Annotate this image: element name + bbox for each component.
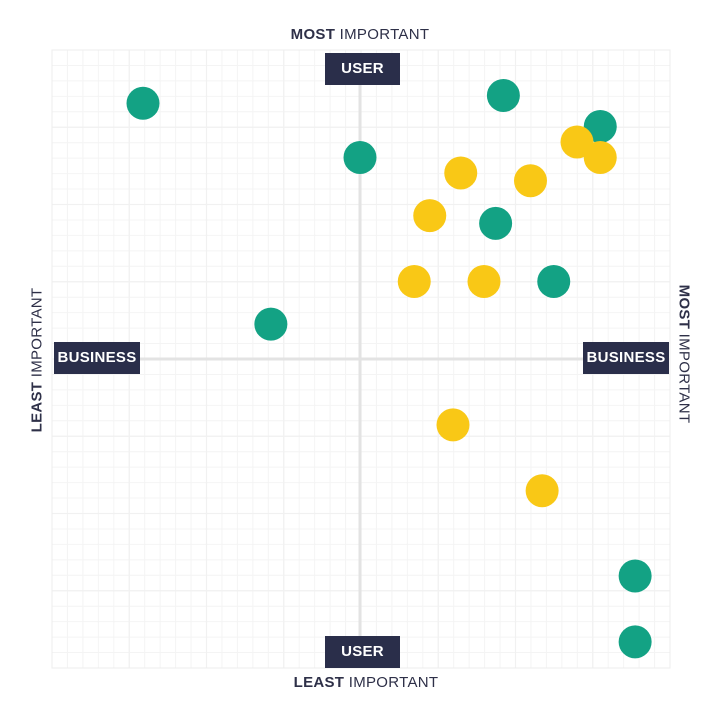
- yellow-point: [514, 164, 547, 198]
- left-axis-title-bold: LEAST: [28, 381, 46, 433]
- yellow-point: [413, 199, 447, 233]
- business-left-tag: BUSINESS: [54, 342, 140, 374]
- green-point: [126, 86, 160, 120]
- green-point: [486, 79, 520, 112]
- right-axis-title-bold: MOST: [675, 284, 693, 330]
- green-point: [254, 307, 288, 341]
- green-point: [618, 625, 652, 659]
- yellow-point: [467, 265, 501, 298]
- top-axis-title: MOST IMPORTANT: [291, 26, 430, 43]
- yellow-point: [397, 265, 431, 298]
- bottom-axis-title-rest: IMPORTANT: [344, 674, 439, 691]
- top-axis-title-bold: MOST: [290, 26, 336, 43]
- bottom-axis-title: LEAST IMPORTANT: [294, 674, 439, 691]
- green-point: [618, 559, 652, 593]
- yellow-point: [560, 125, 594, 159]
- green-point: [537, 265, 571, 298]
- bottom-axis-title-bold: LEAST: [293, 674, 345, 691]
- plot-border: [51, 49, 671, 669]
- left-axis-title: LEAST IMPORTANT: [29, 288, 46, 433]
- yellow-point: [444, 156, 478, 190]
- user-top-tag: USER: [325, 53, 400, 85]
- green-point: [479, 206, 513, 240]
- right-axis-title-rest: IMPORTANT: [675, 329, 693, 424]
- right-axis-title: MOST IMPORTANT: [676, 285, 693, 424]
- green-point: [583, 110, 617, 143]
- user-bottom-tag: USER: [325, 636, 400, 668]
- yellow-point: [525, 474, 559, 508]
- yellow-point: [583, 141, 617, 174]
- green-point: [343, 141, 377, 174]
- left-axis-title-rest: IMPORTANT: [28, 287, 46, 382]
- top-axis-title-rest: IMPORTANT: [335, 26, 430, 43]
- business-right-tag: BUSINESS: [583, 342, 669, 374]
- yellow-point: [436, 408, 470, 442]
